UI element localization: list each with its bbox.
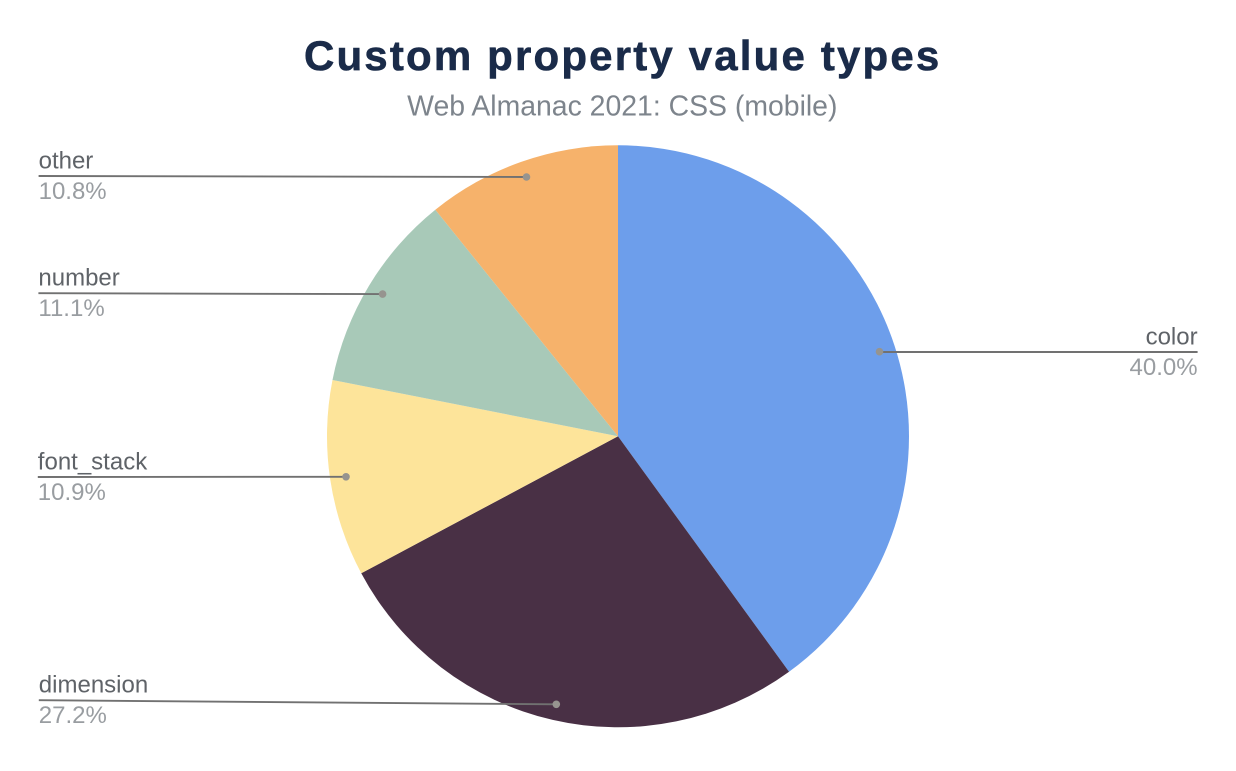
svg-text:dimension: dimension [39, 672, 148, 699]
svg-text:27.2%: 27.2% [39, 702, 107, 729]
svg-text:font_stack: font_stack [38, 448, 148, 475]
svg-text:Custom property value types: Custom property value types [304, 32, 941, 79]
svg-text:10.8%: 10.8% [39, 178, 107, 205]
svg-text:10.9%: 10.9% [38, 479, 106, 506]
svg-text:number: number [38, 265, 119, 292]
svg-text:color: color [1146, 324, 1198, 351]
svg-text:other: other [39, 147, 94, 174]
svg-text:Web Almanac 2021: CSS (mobile): Web Almanac 2021: CSS (mobile) [407, 91, 837, 123]
svg-text:40.0%: 40.0% [1130, 354, 1198, 381]
svg-text:11.1%: 11.1% [38, 295, 104, 322]
